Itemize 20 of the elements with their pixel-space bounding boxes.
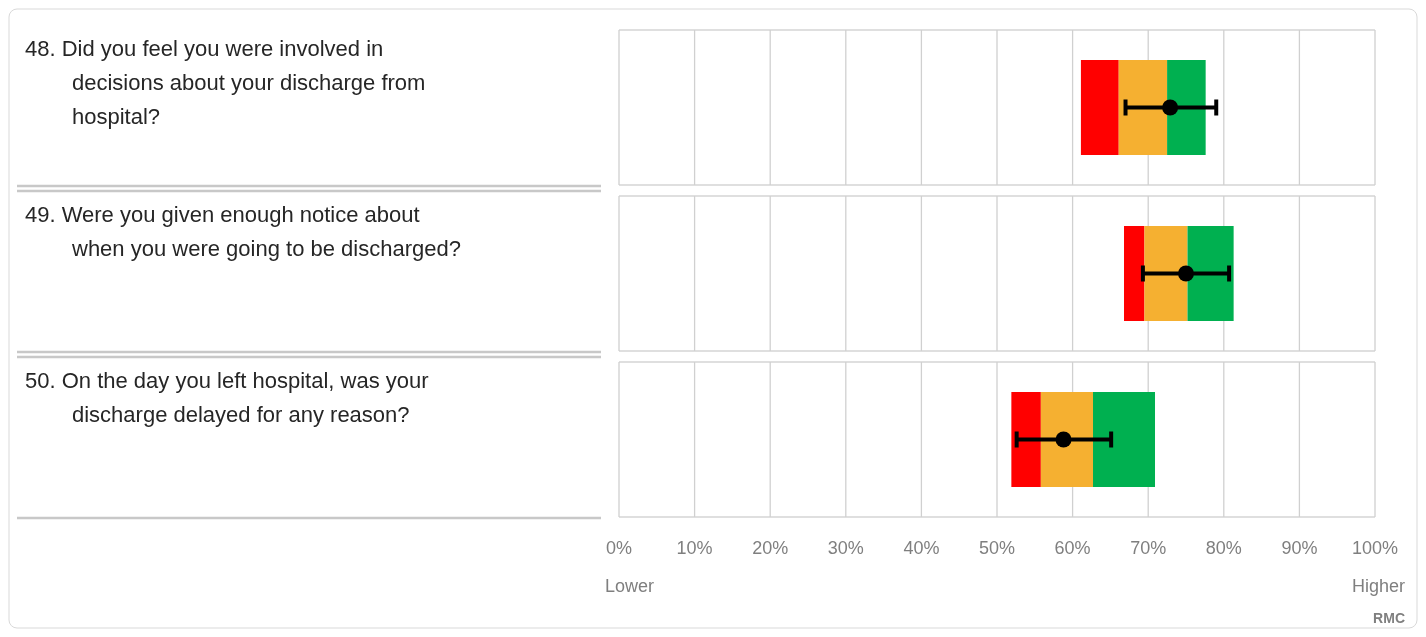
text: Higher (1351, 576, 1405, 596)
text: Lower (605, 576, 655, 596)
x-tick-label: 80% (1205, 538, 1242, 558)
x-tick-label: 50% (978, 538, 1016, 558)
x-tick-label: 10% (676, 538, 713, 558)
bar (1080, 60, 1119, 155)
x-tick-label: 30% (827, 538, 864, 558)
x-tick-label: 90% (1281, 538, 1318, 558)
x-tick-label: 20% (752, 538, 789, 558)
bar (1093, 392, 1155, 487)
x-tick-label: 100% (1351, 538, 1399, 558)
y-tick-label: 48. Did you feel you were involved in decisions about your discharge from hospital? (25, 36, 426, 129)
y-tick-label: 49. Were you given enough notice about when you were going to be discharged? (25, 202, 461, 261)
x-tick-label: 70% (1130, 538, 1167, 558)
y-tick-label: 50. On the day you left hospital, was your discharge delayed for any reason? (25, 368, 429, 427)
x-tick-label: 60% (1054, 538, 1091, 558)
x-tick-label: 40% (903, 538, 940, 558)
text: RMC (1373, 610, 1405, 626)
x-tick-label: 0% (605, 538, 633, 558)
bar (1124, 226, 1145, 321)
